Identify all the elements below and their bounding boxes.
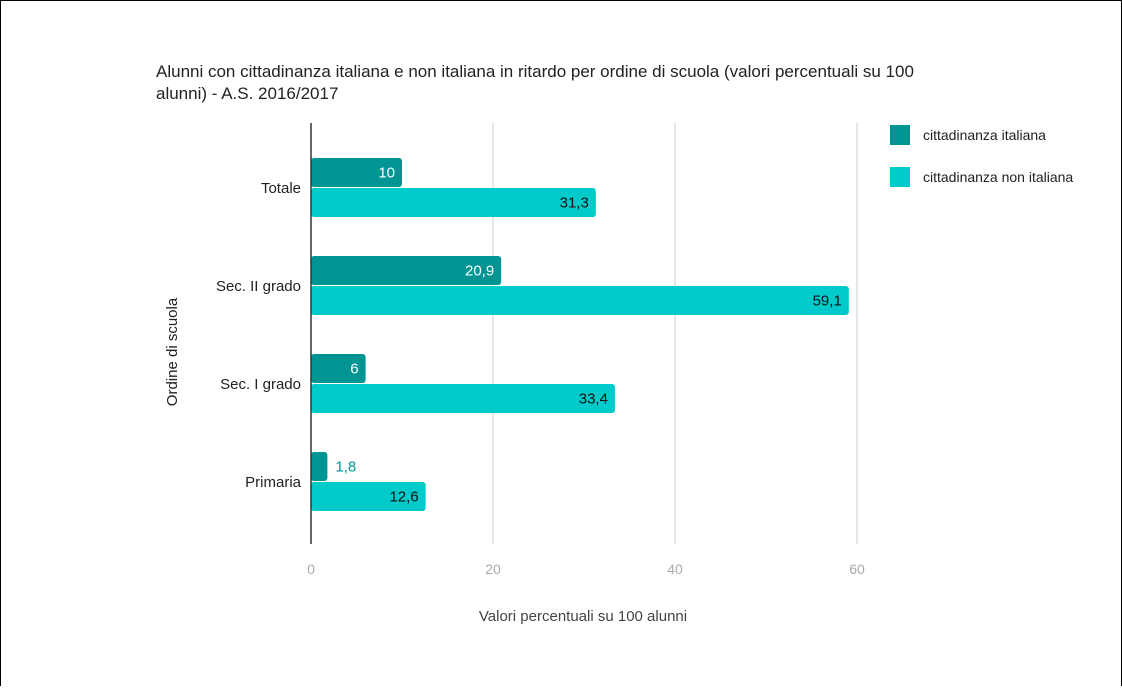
y-axis-title: Ordine di scuola [164, 297, 181, 406]
x-axis-ticks: 0 20 40 60 [307, 561, 865, 577]
data-label: 59,1 [813, 293, 842, 310]
y-axis-categories: Totale Sec. II grado Sec. I grado Primaria [216, 180, 302, 491]
bar [311, 354, 366, 383]
x-tick-label: 40 [667, 561, 683, 577]
legend-swatch [890, 167, 910, 187]
bar [311, 452, 328, 481]
data-label: 12,6 [389, 489, 418, 506]
data-label: 31,3 [560, 195, 589, 212]
x-tick-label: 60 [849, 561, 865, 577]
x-axis-title: Valori percentuali su 100 alunni [479, 608, 687, 625]
bar [311, 482, 426, 511]
chart-title-line-2: alunni) - A.S. 2016/2017 [156, 84, 338, 103]
legend-label: cittadinanza italiana [923, 127, 1046, 143]
data-label: 6 [350, 361, 358, 378]
bar [311, 384, 615, 413]
data-label: 1,8 [335, 459, 356, 476]
data-label: 20,9 [465, 263, 494, 280]
bar [311, 188, 596, 217]
category-label: Sec. II grado [216, 278, 301, 295]
bar [311, 286, 849, 315]
x-tick-label: 20 [485, 561, 501, 577]
bars: 10 31,3 20,9 59,1 6 33,4 1,8 12,6 [311, 158, 849, 511]
bar [311, 158, 402, 187]
gridlines [492, 123, 858, 544]
data-label: 33,4 [579, 391, 608, 408]
legend: cittadinanza italiana cittadinanza non it… [890, 125, 1073, 187]
data-label: 10 [378, 165, 395, 182]
legend-label: cittadinanza non italiana [923, 169, 1073, 185]
bar [311, 256, 502, 285]
x-tick-label: 0 [307, 561, 315, 577]
legend-swatch [890, 125, 910, 145]
category-label: Sec. I grado [220, 376, 301, 393]
category-label: Totale [261, 180, 301, 197]
chart-title-line-1: Alunni con cittadinanza italiana e non i… [156, 62, 914, 81]
category-label: Primaria [245, 474, 301, 491]
